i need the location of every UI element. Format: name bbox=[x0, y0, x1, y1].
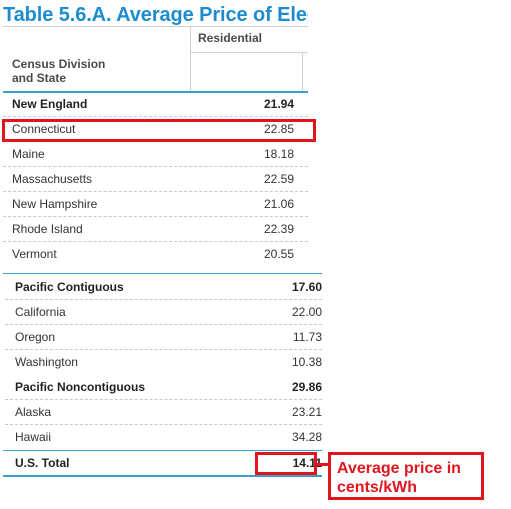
row-value: 21.06 bbox=[263, 197, 294, 211]
row-label: Pacific Noncontiguous bbox=[15, 380, 146, 394]
table-title: Table 5.6.A. Average Price of Elect bbox=[3, 4, 308, 26]
row-label: New England bbox=[12, 97, 88, 111]
header-top-rule bbox=[3, 26, 308, 27]
census-header-line1: Census Division bbox=[12, 57, 106, 71]
table-row: Pacific Noncontiguous 29.86 bbox=[5, 375, 322, 400]
row-value: 29.86 bbox=[291, 380, 322, 394]
row-label: Alaska bbox=[15, 405, 52, 419]
row-label: Vermont bbox=[12, 247, 57, 261]
table-row: Washington 10.38 bbox=[5, 350, 322, 375]
row-label: Oregon bbox=[15, 330, 56, 344]
census-header-line2: and State bbox=[12, 71, 67, 85]
row-value: 18.18 bbox=[263, 147, 294, 161]
annotation-text: Average price in cents/kWh bbox=[337, 459, 487, 497]
connecticut-highlight-box bbox=[2, 119, 316, 142]
table-row: Vermont 20.55 bbox=[3, 242, 308, 267]
row-label: Maine bbox=[12, 147, 45, 161]
row-value: 22.85 bbox=[263, 122, 294, 136]
table-row: New England 21.94 bbox=[3, 92, 308, 117]
row-value: 34.28 bbox=[291, 430, 322, 444]
column-header-census-division: Census Division and State bbox=[12, 57, 182, 85]
row-value: 10.38 bbox=[291, 355, 322, 369]
table-row: Hawaii 34.28 bbox=[5, 425, 322, 450]
row-label: New Hampshire bbox=[12, 197, 98, 211]
section-divider bbox=[3, 273, 322, 274]
table-row: Maine 18.18 bbox=[3, 142, 308, 167]
header-mid-rule bbox=[190, 52, 308, 53]
table-bottom-rule bbox=[3, 475, 322, 477]
table-row: Massachusetts 22.59 bbox=[3, 167, 308, 192]
row-label: Connecticut bbox=[12, 122, 76, 136]
row-value: 22.59 bbox=[263, 172, 294, 186]
annotation-line2: cents/kWh bbox=[337, 479, 418, 496]
row-label: Pacific Contiguous bbox=[15, 280, 124, 294]
annotation-box: Average price in cents/kWh bbox=[328, 452, 484, 500]
table-row: California 22.00 bbox=[5, 300, 322, 325]
annotation-connector bbox=[316, 463, 329, 466]
row-label: U.S. Total bbox=[15, 456, 70, 470]
row-value: 22.39 bbox=[263, 222, 294, 236]
row-value: 17.60 bbox=[291, 280, 322, 294]
row-value: 22.00 bbox=[291, 305, 322, 319]
table-row: Alaska 23.21 bbox=[5, 400, 322, 425]
row-label: Massachusetts bbox=[12, 172, 93, 186]
table-row: New Hampshire 21.06 bbox=[3, 192, 308, 217]
table-row: Rhode Island 22.39 bbox=[3, 217, 308, 242]
table-row: Pacific Contiguous 17.60 bbox=[5, 275, 322, 300]
header-column-divider-right bbox=[302, 52, 303, 92]
row-label: Hawaii bbox=[15, 430, 52, 444]
header-bottom-rule bbox=[3, 91, 308, 93]
us-total-highlight-box bbox=[255, 452, 317, 475]
row-label: California bbox=[15, 305, 66, 319]
row-value: 20.55 bbox=[263, 247, 294, 261]
row-label: Washington bbox=[15, 355, 78, 369]
row-value: 23.21 bbox=[291, 405, 322, 419]
row-value: 11.73 bbox=[292, 330, 322, 344]
annotation-line1: Average price in bbox=[337, 460, 461, 477]
table-row: Oregon 11.73 bbox=[5, 325, 322, 350]
section-divider bbox=[3, 450, 322, 451]
column-header-residential: Residential bbox=[198, 31, 263, 45]
header-column-divider bbox=[190, 26, 191, 92]
row-label: Rhode Island bbox=[12, 222, 83, 236]
row-value: 21.94 bbox=[263, 97, 294, 111]
